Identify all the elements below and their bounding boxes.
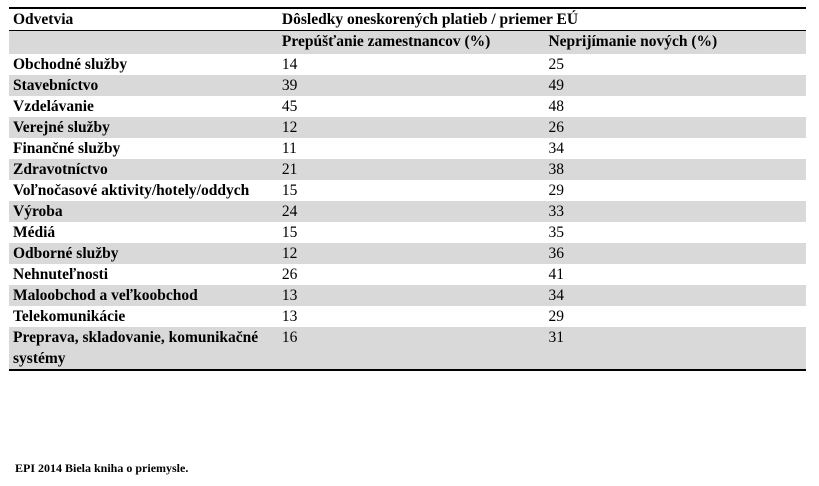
table-body: Obchodné služby 14 25 Stavebníctvo 39 49 Vzdel… [9, 54, 806, 371]
subheader-layoffs: Prepúšťanie zamestnancov (%) [281, 33, 491, 50]
row-sector: Verejné služby [13, 119, 110, 136]
row-no-hiring: 48 [548, 98, 564, 115]
row-no-hiring: 34 [548, 287, 564, 304]
row-sector: Stavebníctvo [13, 77, 99, 94]
table-row: Výroba 24 33 [9, 201, 806, 222]
row-layoffs: 26 [281, 266, 298, 283]
row-layoffs: 14 [281, 56, 298, 73]
row-sector: Odborné služby [13, 245, 119, 262]
row-sector: Vzdelávanie [13, 98, 94, 115]
table-row: Preprava, skladovanie, komunikačné systé… [9, 327, 806, 371]
row-layoffs: 39 [281, 77, 298, 94]
table-row: Stavebníctvo 39 49 [9, 75, 806, 96]
table-row: Obchodné služby 14 25 [9, 54, 806, 75]
row-layoffs: 15 [281, 182, 298, 199]
subheader-row: Prepúšťanie zamestnancov (%) Neprijímani… [9, 30, 806, 55]
table-row: Verejné služby 12 26 [9, 117, 806, 138]
table-row: Vzdelávanie 45 48 [9, 96, 806, 117]
row-no-hiring: 29 [548, 182, 564, 199]
header-sector: Odvetvia [9, 7, 278, 31]
row-sector: Telekomunikácie [13, 308, 126, 325]
row-no-hiring: 31 [544, 327, 806, 371]
row-no-hiring: 25 [548, 56, 564, 73]
row-layoffs: 21 [281, 161, 298, 178]
row-sector: Výroba [13, 203, 63, 220]
table-row: Telekomunikácie 13 29 [9, 306, 806, 327]
row-sector: Maloobchod a veľkoobchod [13, 287, 198, 304]
table-row: Zdravotníctvo 21 38 [9, 159, 806, 180]
row-layoffs: 15 [281, 224, 298, 241]
row-layoffs: 24 [281, 203, 298, 220]
row-no-hiring: 33 [548, 203, 564, 220]
row-sector: Finančné služby [13, 140, 121, 157]
table-row: Voľnočasové aktivity/hotely/oddych 15 29 [9, 180, 806, 201]
row-no-hiring: 29 [548, 308, 564, 325]
row-no-hiring: 35 [548, 224, 564, 241]
row-layoffs: 11 [281, 140, 297, 157]
row-no-hiring: 26 [548, 119, 564, 136]
row-no-hiring: 36 [548, 245, 564, 262]
row-no-hiring: 38 [548, 161, 564, 178]
table-row: Maloobchod a veľkoobchod 13 34 [9, 285, 806, 306]
row-no-hiring: 34 [548, 140, 564, 157]
table-row: Odborné služby 12 36 [9, 243, 806, 264]
table-row: Médiá 15 35 [9, 222, 806, 243]
late-payments-table: Odvetvia Dôsledky oneskorených platieb /… [9, 7, 806, 371]
table-row: Finančné služby 11 34 [9, 138, 806, 159]
row-sector: Nehnuteľnosti [13, 266, 109, 283]
row-layoffs: 45 [281, 98, 298, 115]
header-group: Dôsledky oneskorených platieb / priemer … [277, 7, 806, 31]
header-row: Odvetvia Dôsledky oneskorených platieb /… [9, 7, 806, 31]
row-layoffs: 12 [281, 245, 298, 262]
subheader-empty [9, 31, 278, 55]
row-layoffs: 12 [281, 119, 298, 136]
row-sector: Médiá [13, 224, 56, 241]
row-no-hiring: 41 [548, 266, 564, 283]
table-row: Nehnuteľnosti 26 41 [9, 264, 806, 285]
row-sector: Obchodné služby [13, 56, 128, 73]
row-layoffs: 13 [281, 308, 298, 325]
row-sector: Preprava, skladovanie, komunikačné systé… [9, 327, 278, 371]
row-sector: Voľnočasové aktivity/hotely/oddych [13, 182, 250, 199]
row-layoffs: 13 [281, 287, 298, 304]
row-no-hiring: 49 [548, 77, 564, 94]
row-layoffs: 16 [277, 327, 545, 371]
row-sector: Zdravotníctvo [13, 161, 108, 178]
footnote: EPI 2014 Biela kniha o priemysle. [15, 461, 189, 475]
subheader-no-hiring: Neprijímanie nových (%) [548, 33, 718, 50]
